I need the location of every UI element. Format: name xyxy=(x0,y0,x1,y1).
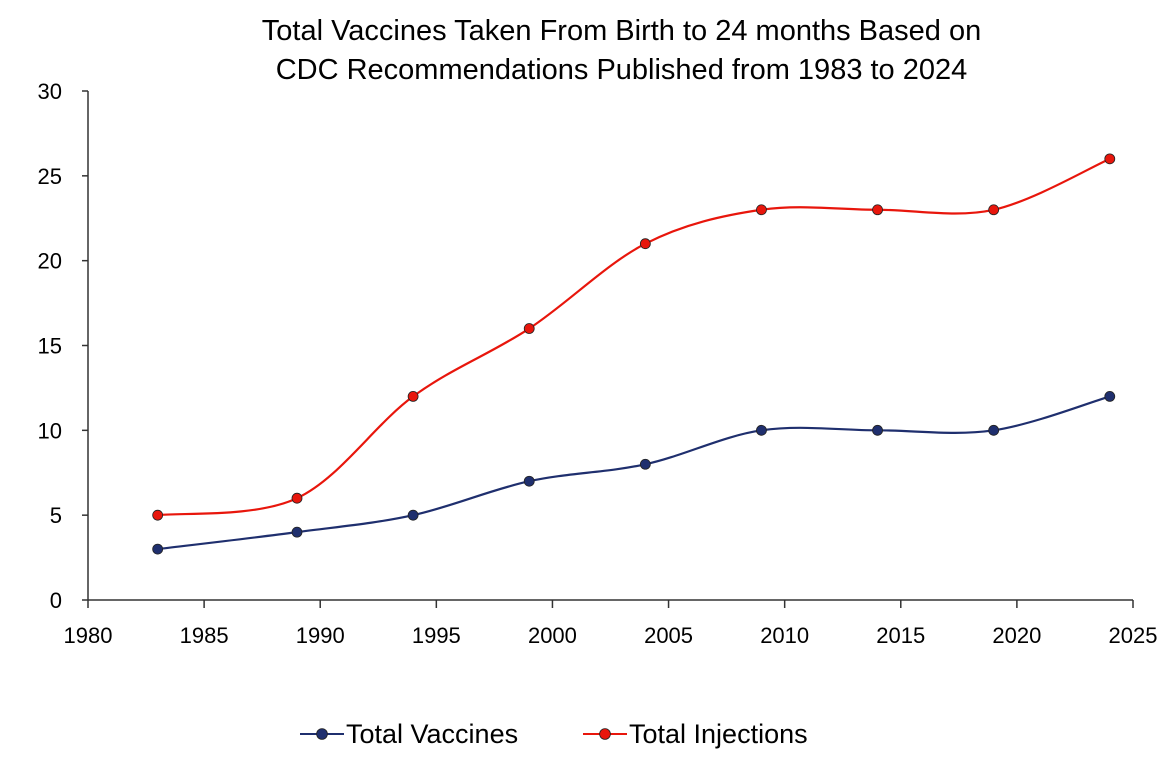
x-tick-label: 2000 xyxy=(528,623,577,648)
legend-marker-total-vaccines xyxy=(317,729,327,739)
x-tick-label: 1985 xyxy=(180,623,229,648)
y-tick-label: 0 xyxy=(50,588,62,613)
data-point-total-injections xyxy=(988,204,1000,216)
legend-label-total-injections: Total Injections xyxy=(629,718,808,749)
legend-item-total-injections: Total Injections xyxy=(583,712,808,756)
data-point-total-injections xyxy=(407,390,419,402)
data-point-total-injections xyxy=(639,238,651,250)
y-tick-label: 25 xyxy=(38,164,62,189)
x-tick-label: 2020 xyxy=(992,623,1041,648)
y-tick-label: 5 xyxy=(50,503,62,528)
data-point-total-vaccines xyxy=(152,543,164,555)
data-point-total-vaccines xyxy=(988,424,1000,436)
y-tick-label: 20 xyxy=(38,249,62,274)
series-lines xyxy=(157,157,1111,551)
chart-title-line-1: Total Vaccines Taken From Birth to 24 mo… xyxy=(261,15,982,47)
legend-item-total-vaccines: Total Vaccines xyxy=(300,712,518,756)
y-tick-label: 15 xyxy=(38,334,62,359)
series-points xyxy=(152,153,1116,555)
x-tick-label: 2025 xyxy=(1109,623,1158,648)
series-line-total-vaccines xyxy=(157,395,1111,551)
data-point-total-injections xyxy=(756,204,767,216)
x-tick-label: 1995 xyxy=(412,623,461,648)
series-line-total-injections xyxy=(157,157,1111,517)
data-point-total-vaccines xyxy=(756,424,767,436)
data-point-total-injections xyxy=(872,204,883,216)
tick-labels: 1980 1985 1990 1995 2000 2005 2010 2015 2020 2025… xyxy=(38,79,1158,648)
legend-label-total-vaccines: Total Vaccines xyxy=(346,718,519,749)
x-tick-label: 2005 xyxy=(644,623,693,648)
y-tick-label: 30 xyxy=(38,79,62,104)
legend-marker-total-injections xyxy=(600,729,610,739)
chart-legend: Total Vaccines Total Injections xyxy=(0,712,1171,756)
chart-axes xyxy=(82,90,1134,608)
data-point-total-injections xyxy=(1104,153,1116,165)
y-tick-label: 10 xyxy=(38,418,62,443)
data-point-total-vaccines xyxy=(872,424,883,436)
data-point-total-vaccines xyxy=(1104,390,1116,402)
legend-swatch-total-vaccines xyxy=(300,712,344,756)
line-chart: 1980 1985 1990 1995 2000 2005 2010 2015 2020 2025… xyxy=(38,79,1158,648)
legend-swatch-total-injections xyxy=(583,712,627,756)
x-tick-label: 2010 xyxy=(760,623,809,648)
data-point-total-vaccines xyxy=(523,475,535,487)
data-point-total-vaccines xyxy=(639,458,651,470)
data-point-total-injections xyxy=(152,509,164,521)
chart-title: Total Vaccines Taken From Birth to 24 mo… xyxy=(0,12,1171,90)
chart-title-line-2: CDC Recommendations Published from 1983 … xyxy=(275,54,968,86)
data-point-total-vaccines xyxy=(291,526,303,538)
data-point-total-injections xyxy=(291,492,303,504)
data-point-total-vaccines xyxy=(407,509,419,521)
x-tick-label: 2015 xyxy=(876,623,925,648)
data-point-total-injections xyxy=(523,323,535,334)
x-tick-label: 1990 xyxy=(296,623,345,648)
x-tick-label: 1980 xyxy=(64,623,113,648)
